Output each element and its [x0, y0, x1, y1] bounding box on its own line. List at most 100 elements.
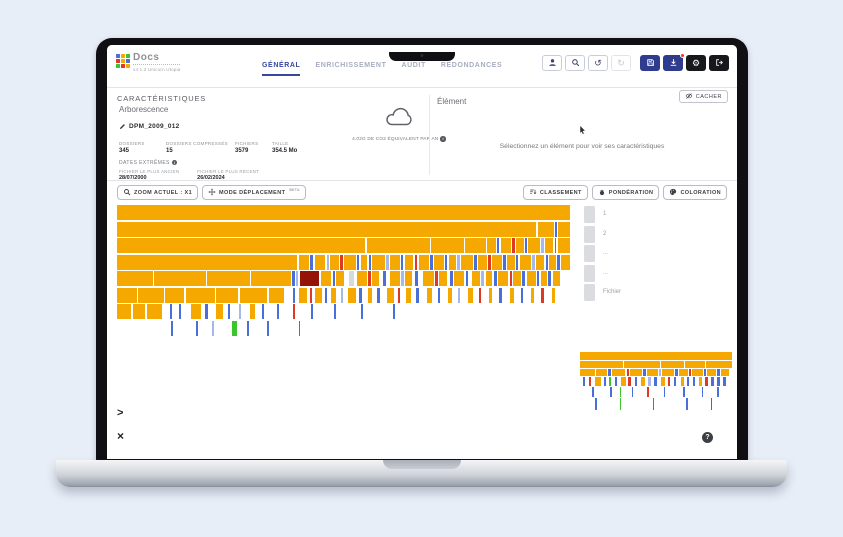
chart-segment[interactable] — [450, 271, 453, 286]
chart-segment[interactable] — [531, 287, 535, 303]
chart-segment[interactable] — [311, 304, 314, 319]
chart-segment[interactable] — [430, 254, 433, 270]
chart-segment[interactable] — [356, 271, 368, 286]
chart-segment[interactable] — [465, 271, 469, 286]
chart-segment[interactable] — [545, 254, 548, 270]
chart-segment[interactable] — [249, 304, 256, 319]
chart-segment[interactable] — [614, 377, 618, 386]
chart-segment[interactable] — [336, 271, 345, 286]
chart-segment[interactable] — [361, 304, 363, 319]
chart-segment[interactable] — [404, 254, 414, 270]
chart-segment[interactable] — [195, 320, 199, 336]
chart-segment[interactable] — [488, 254, 491, 270]
chart-segment[interactable] — [641, 377, 646, 386]
chart-segment[interactable] — [154, 271, 206, 286]
chart-segment[interactable] — [331, 287, 336, 303]
chart-segment[interactable] — [548, 271, 551, 286]
weight-button[interactable]: PONDÉRATION — [591, 185, 660, 200]
chart-segment[interactable] — [509, 287, 514, 303]
chart-segment[interactable] — [216, 287, 239, 303]
chart-segment[interactable] — [661, 361, 685, 368]
chart-segment[interactable] — [705, 377, 708, 386]
chart-segment[interactable] — [298, 320, 301, 336]
chart-segment[interactable] — [680, 377, 685, 386]
download-button[interactable] — [663, 53, 685, 71]
chart-segment[interactable] — [261, 304, 264, 319]
close-button[interactable]: × — [117, 429, 125, 443]
chart-segment[interactable] — [147, 304, 163, 319]
chart-segment[interactable] — [117, 271, 153, 286]
chart-segment[interactable] — [426, 287, 433, 303]
move-mode-button[interactable]: MODE DÉPLACEMENT BETA — [202, 185, 306, 200]
chart-segment[interactable] — [117, 287, 137, 303]
chart-segment[interactable] — [179, 304, 182, 319]
chart-segment[interactable] — [662, 369, 675, 376]
chart-segment[interactable] — [344, 254, 356, 270]
chart-segment[interactable] — [295, 271, 299, 286]
chart-segment[interactable] — [366, 238, 430, 253]
chart-segment[interactable] — [340, 254, 344, 270]
chart-segment[interactable] — [435, 271, 438, 286]
chart-segment[interactable] — [683, 387, 686, 397]
chart-segment[interactable] — [648, 377, 651, 386]
chart-segment[interactable] — [549, 254, 556, 270]
chart-segment[interactable] — [610, 387, 613, 397]
chart-segment[interactable] — [661, 377, 666, 386]
chart-segment[interactable] — [509, 271, 512, 286]
chart-segment[interactable] — [701, 387, 704, 397]
chart-segment[interactable] — [554, 238, 557, 253]
chart-segment[interactable] — [390, 271, 401, 286]
chart-segment[interactable] — [525, 238, 527, 253]
undo-button[interactable]: ↺ — [588, 55, 608, 71]
chart-segment[interactable] — [298, 287, 308, 303]
chart-segment[interactable] — [405, 271, 412, 286]
chart-segment[interactable] — [686, 398, 688, 410]
chart-segment[interactable] — [117, 205, 570, 220]
chart-segment[interactable] — [699, 377, 703, 386]
chart-segment[interactable] — [488, 287, 493, 303]
chart-segment[interactable] — [434, 254, 444, 270]
chart-segment[interactable] — [333, 304, 336, 319]
chart-segment[interactable] — [521, 271, 525, 286]
chart-segment[interactable] — [706, 361, 732, 368]
chart-segment[interactable] — [247, 320, 250, 336]
chart-segment[interactable] — [594, 377, 602, 386]
chart-segment[interactable] — [298, 254, 310, 270]
chart-segment[interactable] — [474, 254, 477, 270]
chart-segment[interactable] — [211, 320, 214, 336]
tree-name-row[interactable]: DPM_2009_012 — [119, 117, 419, 135]
hide-button[interactable]: CACHER — [678, 90, 728, 103]
chart-segment[interactable] — [268, 287, 285, 303]
chart-segment[interactable] — [516, 254, 519, 270]
chart-segment[interactable] — [324, 287, 328, 303]
chart-segment[interactable] — [207, 271, 250, 286]
chart-segment[interactable] — [359, 287, 362, 303]
chart-segment[interactable] — [628, 377, 631, 386]
chart-segment[interactable] — [416, 287, 419, 303]
chart-segment[interactable] — [607, 369, 611, 376]
chart-segment[interactable] — [251, 271, 291, 286]
chart-segment[interactable] — [401, 271, 404, 286]
chart-segment[interactable] — [314, 254, 326, 270]
chart-segment[interactable] — [707, 369, 717, 376]
tab-redondances[interactable]: REDONDANCES — [440, 62, 503, 69]
chart-segment[interactable] — [692, 369, 703, 376]
chart-segment[interactable] — [536, 254, 545, 270]
redo-button[interactable]: ↻ — [611, 55, 631, 71]
chart-segment[interactable] — [326, 254, 329, 270]
expand-panel-button[interactable]: > — [117, 407, 124, 419]
chart-segment[interactable] — [668, 377, 671, 386]
chart-segment[interactable] — [377, 287, 380, 303]
chart-segment[interactable] — [545, 238, 554, 253]
chart-segment[interactable] — [531, 254, 535, 270]
chart-segment[interactable] — [478, 287, 482, 303]
chart-segment[interactable] — [357, 254, 360, 270]
chart-segment[interactable] — [190, 304, 201, 319]
chart-segment[interactable] — [448, 254, 456, 270]
chart-segment[interactable] — [418, 254, 430, 270]
logout-button[interactable] — [709, 55, 729, 71]
chart-segment[interactable] — [461, 254, 474, 270]
chart-segment[interactable] — [652, 398, 655, 410]
chart-segment[interactable] — [654, 377, 657, 386]
settings-button[interactable]: ⚙ — [686, 55, 706, 71]
